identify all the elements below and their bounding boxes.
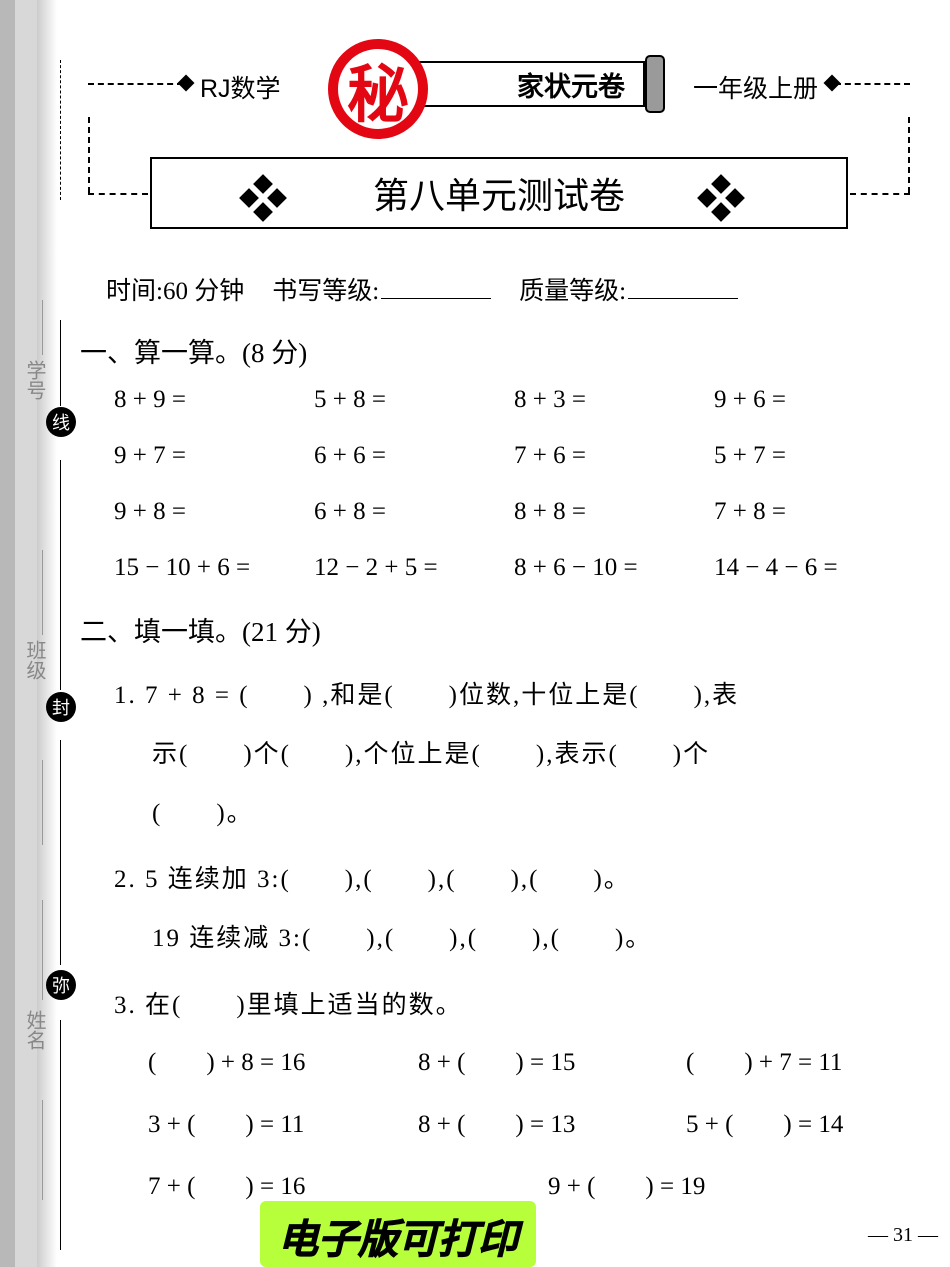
- q3-cell: 7 + ( ) = 16: [148, 1166, 548, 1202]
- time-label: 时间:60 分钟: [106, 271, 244, 307]
- section1-title: 一、算一算。(8 分): [80, 331, 940, 370]
- calc-cell: 8 + 3 =: [514, 386, 714, 414]
- q3-last-row: 7 + ( ) = 16 9 + ( ) = 19: [148, 1166, 940, 1202]
- header-dash: [88, 83, 183, 85]
- info-line: 时间:60 分钟 书写等级: 质量等级:: [106, 271, 910, 307]
- q1-line: 示( )个( ),个位上是( ),表示( )个: [114, 726, 940, 785]
- calc-cell: 12 − 2 + 5 =: [314, 554, 514, 582]
- scroll-roll-icon: [645, 55, 665, 113]
- fill-block: 1. 7 + 8 = ( ) ,和是( )位数,十位上是( ),表 示( )个(…: [114, 667, 940, 1036]
- calc-cell: 8 + 9 =: [114, 386, 314, 414]
- q3-title: 3. 在( )里填上适当的数。: [114, 977, 940, 1036]
- q3-cell: 5 + ( ) = 14: [686, 1104, 936, 1140]
- q1-line: ( )。: [114, 785, 940, 844]
- title-dash: [88, 193, 148, 195]
- q3-cell: 9 + ( ) = 19: [548, 1166, 918, 1202]
- side-underline: [42, 1100, 43, 1200]
- calc-cell: 5 + 7 =: [714, 442, 914, 470]
- q3-cell: 3 + ( ) = 11: [148, 1104, 418, 1140]
- header-dash: [835, 83, 910, 85]
- title-text: 第八单元测试卷: [373, 167, 625, 219]
- side-underline: [42, 550, 43, 635]
- calc-cell: 6 + 6 =: [314, 442, 514, 470]
- q3-cell: 8 + ( ) = 13: [418, 1104, 686, 1140]
- q3-cell: ( ) + 8 = 16: [148, 1042, 418, 1078]
- side-label: 姓名: [20, 1010, 49, 1050]
- title-row: 第八单元测试卷: [70, 155, 940, 237]
- side-underline: [42, 900, 43, 1000]
- binding-line: [60, 740, 61, 965]
- stamp-seal: 秘: [328, 39, 428, 139]
- q2-line: 19 连续减 3:( ),( ),( ),( )。: [114, 910, 940, 969]
- header-right-label: 一年级上册: [693, 69, 818, 105]
- binding-line: [60, 1020, 61, 1250]
- side-underline: [42, 760, 43, 845]
- side-label: 学号: [20, 360, 49, 400]
- diamond-icon: [178, 75, 195, 92]
- title-dash: [908, 117, 910, 193]
- page-content: RJ数学 家状元卷 秘 一年级上册 第八单元测试卷 时间:60 分钟 书写等级:: [70, 0, 940, 1267]
- stamp-char: 秘: [347, 44, 409, 134]
- calc-cell: 9 + 7 =: [114, 442, 314, 470]
- q2-line: 2. 5 连续加 3:( ),( ),( ),( )。: [114, 851, 940, 910]
- q3-cell: ( ) + 7 = 11: [686, 1042, 936, 1078]
- section2-title: 二、填一填。(21 分): [80, 610, 940, 649]
- header-left-label: RJ数学: [200, 69, 281, 105]
- title-dash: [850, 193, 910, 195]
- binding-dash: [60, 60, 61, 200]
- left-gutter: [0, 0, 15, 1267]
- calc-cell: 5 + 8 =: [314, 386, 514, 414]
- side-underline: [42, 300, 43, 355]
- q3-cell: 8 + ( ) = 15: [418, 1042, 686, 1078]
- binding-line: [60, 460, 61, 690]
- calc-cell: 8 + 6 − 10 =: [514, 554, 714, 582]
- calc-cell: 7 + 8 =: [714, 498, 914, 526]
- write-grade-label: 书写等级:: [272, 271, 379, 307]
- quality-grade-label: 质量等级:: [519, 271, 626, 307]
- spine-shadow: [37, 0, 57, 1267]
- q1-line: 1. 7 + 8 = ( ) ,和是( )位数,十位上是( ),表: [114, 667, 940, 726]
- calc-cell: 15 − 10 + 6 =: [114, 554, 314, 582]
- quality-grade-field[interactable]: [628, 277, 738, 299]
- unit-title: 第八单元测试卷: [150, 157, 848, 229]
- side-label: 班级: [20, 640, 49, 680]
- diamond-cluster-icon: [242, 177, 286, 221]
- diamond-cluster-icon: [700, 177, 744, 221]
- calc-cell: 7 + 6 =: [514, 442, 714, 470]
- q3-grid: ( ) + 8 = 16 8 + ( ) = 15 ( ) + 7 = 11 3…: [148, 1042, 940, 1140]
- header-row: RJ数学 家状元卷 秘 一年级上册: [70, 55, 940, 125]
- write-grade-field[interactable]: [381, 277, 491, 299]
- calc-cell: 8 + 8 =: [514, 498, 714, 526]
- binding-line: [60, 320, 61, 406]
- calc-grid: 8 + 9 = 5 + 8 = 8 + 3 = 9 + 6 = 9 + 7 = …: [114, 386, 940, 582]
- left-gutter-inner: [15, 0, 37, 1267]
- page-number: — 31 —: [868, 1224, 938, 1247]
- calc-cell: 14 − 4 − 6 =: [714, 554, 914, 582]
- footer-banner: 电子版可打印: [260, 1201, 536, 1267]
- calc-cell: 9 + 6 =: [714, 386, 914, 414]
- calc-cell: 9 + 8 =: [114, 498, 314, 526]
- title-dash: [88, 117, 90, 193]
- calc-cell: 6 + 8 =: [314, 498, 514, 526]
